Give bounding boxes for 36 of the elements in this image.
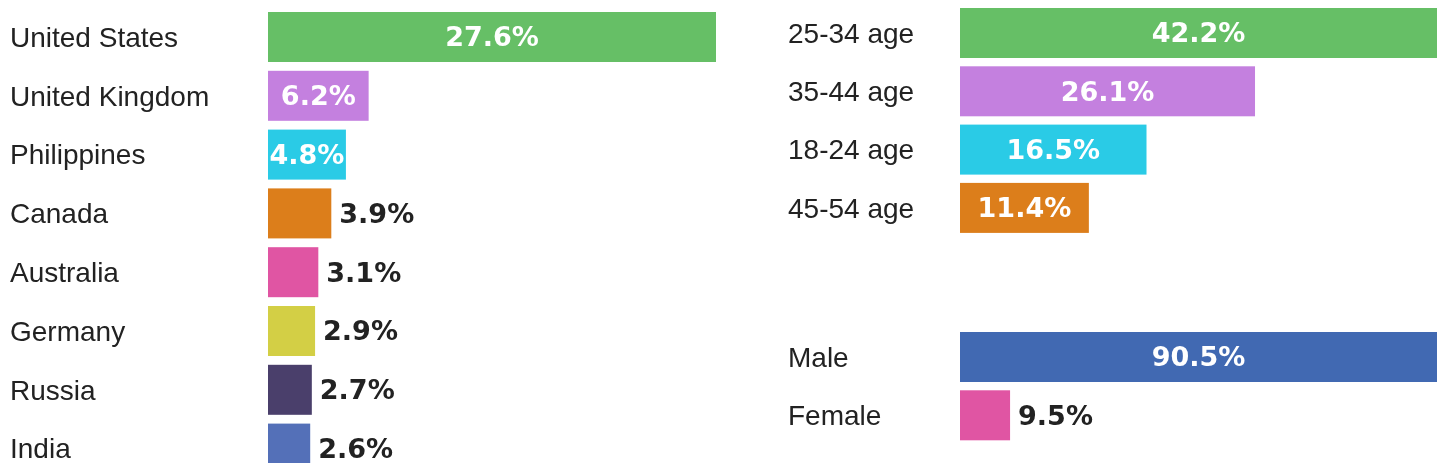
data-label: 2.7% — [319, 374, 395, 406]
data-label: 2.9% — [323, 315, 398, 347]
y-tick-label: Australia — [10, 257, 120, 288]
bar — [268, 188, 332, 239]
bar — [268, 306, 316, 356]
y-tick-label: Russia — [10, 374, 97, 406]
data-label: 90.5% — [1151, 341, 1246, 373]
data-label: 26.1% — [1060, 75, 1155, 107]
bar — [960, 124, 1147, 175]
bar — [268, 247, 319, 298]
data-label: 4.8% — [269, 139, 345, 171]
data-label: 16.5% — [1006, 134, 1101, 166]
data-label: 6.2% — [280, 80, 356, 112]
bar — [960, 66, 1256, 117]
y-tick-label: United Kingdom — [10, 80, 210, 112]
y-tick-label: 45-54 age — [788, 192, 915, 224]
data-label: 27.6% — [445, 21, 539, 53]
y-tick-label: India — [10, 433, 72, 463]
data-label: 2.6% — [318, 433, 394, 463]
y-tick-label: Female — [788, 400, 882, 432]
y-tick-label: Male — [788, 341, 849, 373]
data-label: 42.2% — [1151, 17, 1246, 49]
y-tick-label: 25-34 age — [788, 17, 915, 49]
bar — [268, 364, 312, 415]
y-tick-label: Canada — [10, 198, 109, 230]
y-tick-label: Philippines — [10, 139, 146, 171]
data-label: 3.1% — [326, 256, 402, 288]
y-tick-label: 18-24 age — [788, 134, 915, 166]
data-label: 3.9% — [339, 197, 415, 229]
data-label: 11.4% — [977, 192, 1072, 224]
bar — [960, 8, 1437, 58]
y-tick-label: 35-44 age — [788, 76, 915, 108]
data-label: 9.5% — [1018, 399, 1093, 431]
y-tick-label: Germany — [10, 315, 126, 347]
bar — [268, 12, 716, 62]
y-tick-label: United States — [10, 21, 179, 53]
